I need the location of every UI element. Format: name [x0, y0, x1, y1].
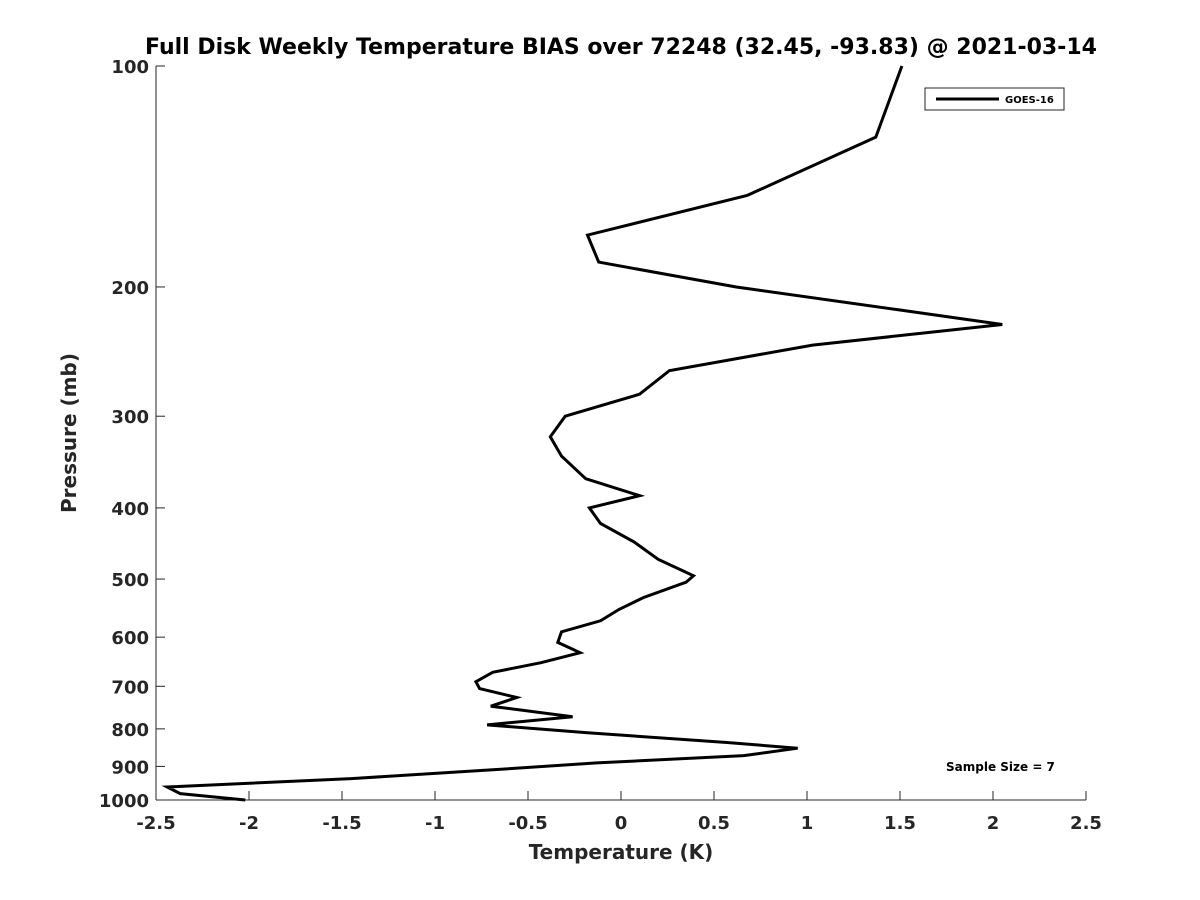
y-tick-label: 400 — [111, 499, 149, 520]
series-line-goes-16 — [161, 65, 1003, 802]
y-tick-label: 1000 — [99, 791, 149, 812]
x-tick-label: 2 — [987, 813, 1000, 834]
y-tick-label: 600 — [111, 628, 149, 649]
x-ticks: -2.5 -2 -1.5 -1 -0.5 0 0.5 1 1.5 2 2.5 — [136, 791, 1102, 834]
x-tick-label: -0.5 — [508, 813, 547, 834]
y-ticks: 100 200 300 400 500 600 700 800 900 1000 — [99, 57, 165, 812]
sample-size-annotation: Sample Size = 7 — [946, 760, 1055, 774]
legend-label-goes-16: GOES-16 — [1005, 95, 1054, 106]
x-tick-label: 0 — [615, 813, 628, 834]
y-tick-label: 200 — [111, 278, 149, 299]
x-tick-label: 2.5 — [1070, 813, 1102, 834]
x-tick-label: -2.5 — [136, 813, 175, 834]
x-tick-label: -1 — [425, 813, 445, 834]
x-tick-label: 1.5 — [884, 813, 916, 834]
y-tick-label: 800 — [111, 720, 149, 741]
legend: GOES-16 — [924, 87, 1065, 111]
x-tick-label: 1 — [801, 813, 814, 834]
x-tick-label: -2 — [239, 813, 259, 834]
y-tick-label: 500 — [111, 570, 149, 591]
y-tick-label: 300 — [111, 407, 149, 428]
series-layer — [161, 65, 1003, 802]
y-tick-label: 700 — [111, 677, 149, 698]
y-tick-label: 100 — [111, 57, 149, 78]
y-tick-label: 900 — [111, 757, 149, 778]
x-axis-label: Temperature (K) — [529, 840, 714, 864]
x-tick-label: -1.5 — [322, 813, 361, 834]
y-axis-label: Pressure (mb) — [57, 353, 81, 513]
x-tick-label: 0.5 — [698, 813, 730, 834]
chart-title: Full Disk Weekly Temperature BIAS over 7… — [145, 35, 1097, 60]
plot-area: -2.5 -2 -1.5 -1 -0.5 0 0.5 1 1.5 2 2.5 100 200 300 40… — [99, 57, 1102, 834]
